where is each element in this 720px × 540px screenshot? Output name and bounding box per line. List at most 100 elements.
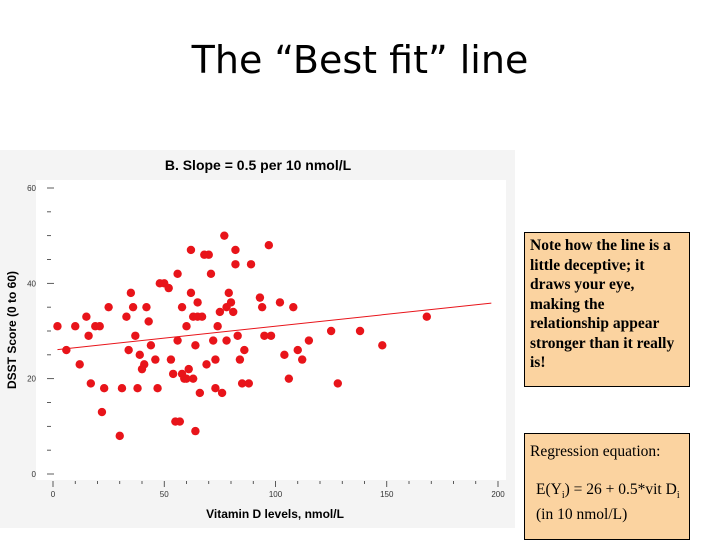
data-point xyxy=(97,407,107,417)
chart-title: B. Slope = 0.5 per 10 nmol/L xyxy=(165,157,352,173)
data-point xyxy=(229,307,238,317)
data-point xyxy=(237,379,247,388)
regression-equation: E(Yi) = 26 + 0.5*vit Di (in 10 nmol/L) xyxy=(530,480,684,525)
data-point xyxy=(115,431,124,441)
data-point xyxy=(222,336,231,345)
data-point xyxy=(182,374,191,383)
data-point xyxy=(184,364,193,374)
scatter-chart-panel: B. Slope = 0.5 per 10 nmol/L DSST Score … xyxy=(0,150,515,528)
eq-suffix: (in 10 nmol/L) xyxy=(536,506,628,524)
data-point xyxy=(142,302,151,312)
data-point xyxy=(333,379,342,388)
data-point xyxy=(193,298,202,307)
data-point xyxy=(280,350,289,360)
data-point xyxy=(293,345,302,355)
data-point xyxy=(186,288,196,298)
data-point xyxy=(153,384,162,393)
eq-sub-i: i xyxy=(561,489,565,501)
data-point xyxy=(304,336,314,345)
data-point xyxy=(298,355,307,364)
data-point xyxy=(326,326,336,336)
data-point xyxy=(202,360,211,369)
x-tick-label: 100 xyxy=(269,490,283,499)
data-point xyxy=(168,369,178,379)
y-tick-label: 40 xyxy=(27,279,36,288)
data-point xyxy=(226,298,236,307)
eq-sub-i-2: i xyxy=(676,489,680,501)
data-point xyxy=(140,360,149,369)
data-point xyxy=(209,336,218,345)
data-point xyxy=(217,388,227,398)
data-point xyxy=(173,336,182,345)
regression-callout: Regression equation: E(Yi) = 26 + 0.5*vi… xyxy=(524,433,690,540)
data-point xyxy=(355,326,365,336)
data-point xyxy=(173,269,182,278)
slide-title: The “Best fit” line xyxy=(191,38,529,82)
data-point xyxy=(188,374,198,383)
regression-heading: Regression equation: xyxy=(530,443,661,460)
data-point xyxy=(128,302,138,312)
data-point xyxy=(124,345,133,355)
data-point xyxy=(204,250,213,259)
data-point xyxy=(235,355,245,364)
data-point xyxy=(422,312,431,321)
data-point xyxy=(99,384,109,393)
data-point xyxy=(195,388,205,398)
data-points xyxy=(53,231,431,441)
data-point xyxy=(255,293,265,302)
x-axis-label: Vitamin D levels, nmol/L xyxy=(206,507,344,521)
data-point xyxy=(378,341,387,350)
data-point xyxy=(186,245,196,255)
data-point xyxy=(144,317,153,326)
data-point xyxy=(206,269,216,278)
data-point xyxy=(215,307,225,317)
eq-prefix: E(Y xyxy=(536,480,562,498)
data-point xyxy=(126,288,136,298)
data-point xyxy=(275,298,285,307)
fit-line-group xyxy=(57,302,492,351)
data-point xyxy=(86,379,96,388)
data-point xyxy=(233,331,242,340)
data-point xyxy=(62,345,71,355)
y-axis-label: DSST Score (0 to 60) xyxy=(5,271,19,389)
data-point xyxy=(244,379,253,388)
data-point xyxy=(75,360,84,369)
data-point xyxy=(211,384,220,393)
y-tick-label: 20 xyxy=(27,375,36,384)
data-point xyxy=(151,355,160,364)
data-point xyxy=(246,260,256,269)
eq-mid: ) = 26 + 0.5*vit D xyxy=(564,480,677,498)
data-point xyxy=(220,231,229,240)
data-point xyxy=(182,322,191,331)
x-axis-ticks: 0 50 100 150 200 xyxy=(51,481,505,499)
data-point xyxy=(122,312,131,321)
x-tick-label: 150 xyxy=(380,490,394,499)
x-tick-label: 200 xyxy=(491,490,505,499)
data-point xyxy=(231,260,240,269)
data-point xyxy=(260,331,269,340)
data-point xyxy=(104,302,113,312)
data-point xyxy=(133,384,142,393)
data-point xyxy=(135,350,144,360)
y-tick-label: 60 xyxy=(27,184,36,193)
note-callout: Note how the line is a little deceptive;… xyxy=(524,232,690,387)
data-point xyxy=(82,312,91,321)
data-point xyxy=(117,384,127,393)
x-tick-label: 0 xyxy=(51,490,56,499)
data-point xyxy=(131,331,140,340)
data-point xyxy=(240,345,249,355)
data-point xyxy=(197,312,207,321)
data-point xyxy=(191,426,200,436)
data-point xyxy=(177,302,187,312)
best-fit-line xyxy=(57,302,492,351)
data-point xyxy=(71,322,80,331)
note-text: Note how the line is a little deceptive;… xyxy=(530,237,675,371)
data-point xyxy=(146,341,156,350)
data-point xyxy=(95,322,104,331)
data-point xyxy=(211,355,220,364)
data-point xyxy=(53,322,62,331)
plot-area xyxy=(36,180,506,480)
data-point xyxy=(284,374,294,383)
data-point xyxy=(224,288,233,298)
data-point xyxy=(191,341,200,350)
